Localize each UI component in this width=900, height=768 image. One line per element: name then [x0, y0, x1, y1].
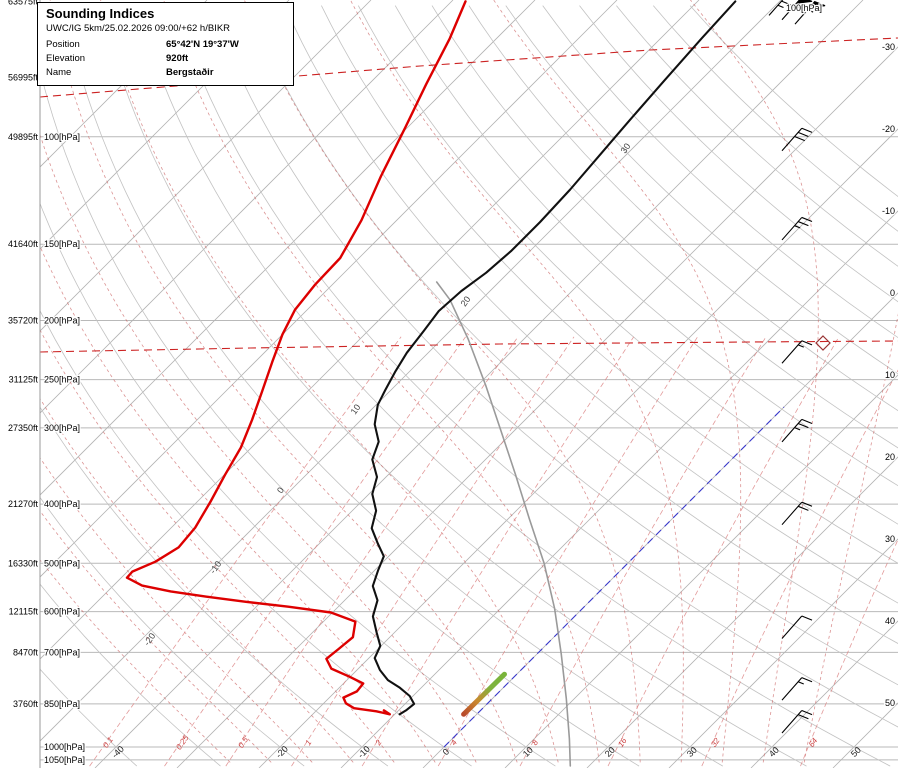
- pressure-label: 1000[hPa]: [44, 742, 85, 752]
- inline-temp-label: -10: [208, 559, 224, 575]
- info-row: Elevation 920ft: [46, 52, 285, 66]
- inline-temp-label: 20: [459, 294, 473, 308]
- info-row-label: Name: [46, 67, 72, 78]
- dewpoint-curve: [125, 0, 467, 716]
- sounding-info-box: Sounding Indices UWC/IG 5km/25.02.2026 0…: [37, 2, 294, 86]
- pressure-labels: 100[hPa] 150[hPa] 200[hPa] 250[hPa] 300[hPa]…: [43, 131, 87, 767]
- info-row: Position 65°42'N 19°37'W: [46, 38, 285, 52]
- sounding-curves: [125, 0, 737, 767]
- temp-label-right: -30: [882, 42, 895, 52]
- altitude-label: 12115ft: [9, 607, 39, 617]
- altitude-label: 63575ft: [8, 0, 39, 6]
- info-row-value: 920ft: [166, 53, 189, 64]
- temp-label-bottom: -10: [356, 744, 372, 760]
- bottom-temp-labels: -40 -20 -10 0 10 20 30 40 50: [110, 744, 863, 760]
- pressure-label: 600[hPa]: [44, 607, 80, 617]
- temperature-curve: [370, 0, 737, 716]
- inline-temp-label: 10: [349, 402, 363, 416]
- temp-label-right: 10: [885, 370, 895, 380]
- altitude-label: 31125ft: [9, 375, 39, 385]
- pressure-label: 150[hPa]: [44, 239, 80, 249]
- wind-barb: [794, 0, 826, 25]
- mixing-ratio-label: 1: [304, 738, 314, 747]
- mixing-ratio-label: 0.5: [236, 735, 250, 750]
- pressure-label: 200[hPa]: [44, 315, 80, 325]
- mixing-ratio-label: 0.1: [101, 735, 115, 749]
- info-row-label: Position: [46, 39, 80, 50]
- diamond-marker: [815, 335, 831, 351]
- temp-label-right: 40: [885, 616, 895, 626]
- wind-barbs: [768, 0, 826, 734]
- temp-label-right: 30: [885, 534, 895, 544]
- info-row-label: Elevation: [46, 53, 86, 64]
- altitude-label: 49895ft: [8, 132, 39, 142]
- right-temp-labels: -30 -20 -10 0 10 20 30 40 50: [881, 41, 897, 710]
- temp-label-right: -20: [882, 124, 895, 134]
- pressure-label: 100[hPa]: [44, 132, 80, 142]
- mixing-ratio-label: 8: [530, 738, 540, 747]
- pressure-label: 1050[hPa]: [44, 755, 85, 765]
- mixing-ratio-lines: [89, 336, 898, 767]
- wind-barb: [781, 615, 813, 639]
- significant-level-line: [40, 335, 898, 353]
- parcel-segment: [461, 671, 507, 717]
- temp-label-bottom: -20: [274, 744, 290, 760]
- pressure-label: 850[hPa]: [44, 699, 80, 709]
- wind-barb: [781, 677, 813, 701]
- mixing-ratio-label: 0.25: [174, 733, 191, 751]
- info-row-value: 65°42'N 19°37'W: [166, 39, 239, 50]
- altitude-label: 35720ft: [8, 315, 39, 325]
- freezing-isotherm-line: [443, 406, 785, 748]
- inline-temp-label: 30: [619, 141, 633, 155]
- altitude-label: 56995ft: [8, 73, 39, 83]
- temp-label-right: 50: [885, 698, 895, 708]
- info-rows: Position 65°42'N 19°37'W Elevation 920ft Nam…: [46, 38, 285, 80]
- info-row: Name Bergstaðir: [46, 66, 285, 80]
- altitude-label: 3760ft: [13, 699, 39, 709]
- pressure-label: 700[hPa]: [44, 647, 80, 657]
- wind-barb: [768, 0, 792, 16]
- altitude-labels: 63575ft 56995ft 49895ft 41640ft 35720ft 31125…: [8, 0, 39, 709]
- parcel-curve: [435, 281, 572, 767]
- inline-temp-label: 0: [275, 485, 286, 495]
- wind-barb: [781, 710, 813, 734]
- wind-barb: [781, 216, 813, 241]
- pressure-label: 300[hPa]: [44, 423, 80, 433]
- altitude-label: 27350ft: [8, 423, 39, 433]
- altitude-label: 16330ft: [8, 558, 39, 568]
- significant-level-line: [40, 37, 898, 98]
- temp-label-right: 0: [890, 288, 895, 298]
- pressure-label: 250[hPa]: [44, 375, 80, 385]
- wind-barb: [781, 127, 813, 152]
- wind-barb: [781, 501, 813, 526]
- altitude-label: 8470ft: [13, 647, 39, 657]
- wind-barb: [781, 0, 813, 21]
- isobar-lines: [40, 136, 898, 761]
- pressure-label: 400[hPa]: [44, 499, 80, 509]
- altitude-label: 41640ft: [8, 239, 39, 249]
- altitude-label: 21270ft: [8, 499, 39, 509]
- wind-barb: [781, 418, 813, 443]
- wind-barb: [781, 340, 813, 364]
- temp-label-bottom: -40: [110, 744, 126, 760]
- top-right-pressure-label: 100[hPa]: [786, 3, 822, 13]
- temp-label-bottom: 0: [441, 747, 452, 758]
- temp-label-right: -10: [882, 206, 895, 216]
- mixing-ratio-label: 4: [449, 738, 459, 747]
- info-model-line: UWC/IG 5km/25.02.2026 09:00/+62 h/BIKR: [46, 23, 231, 34]
- info-title: Sounding Indices: [46, 6, 155, 21]
- temp-label-right: 20: [885, 452, 895, 462]
- info-row-value: Bergstaðir: [166, 67, 214, 78]
- pressure-label: 500[hPa]: [44, 558, 80, 568]
- mixing-ratio-label: 2: [373, 738, 384, 748]
